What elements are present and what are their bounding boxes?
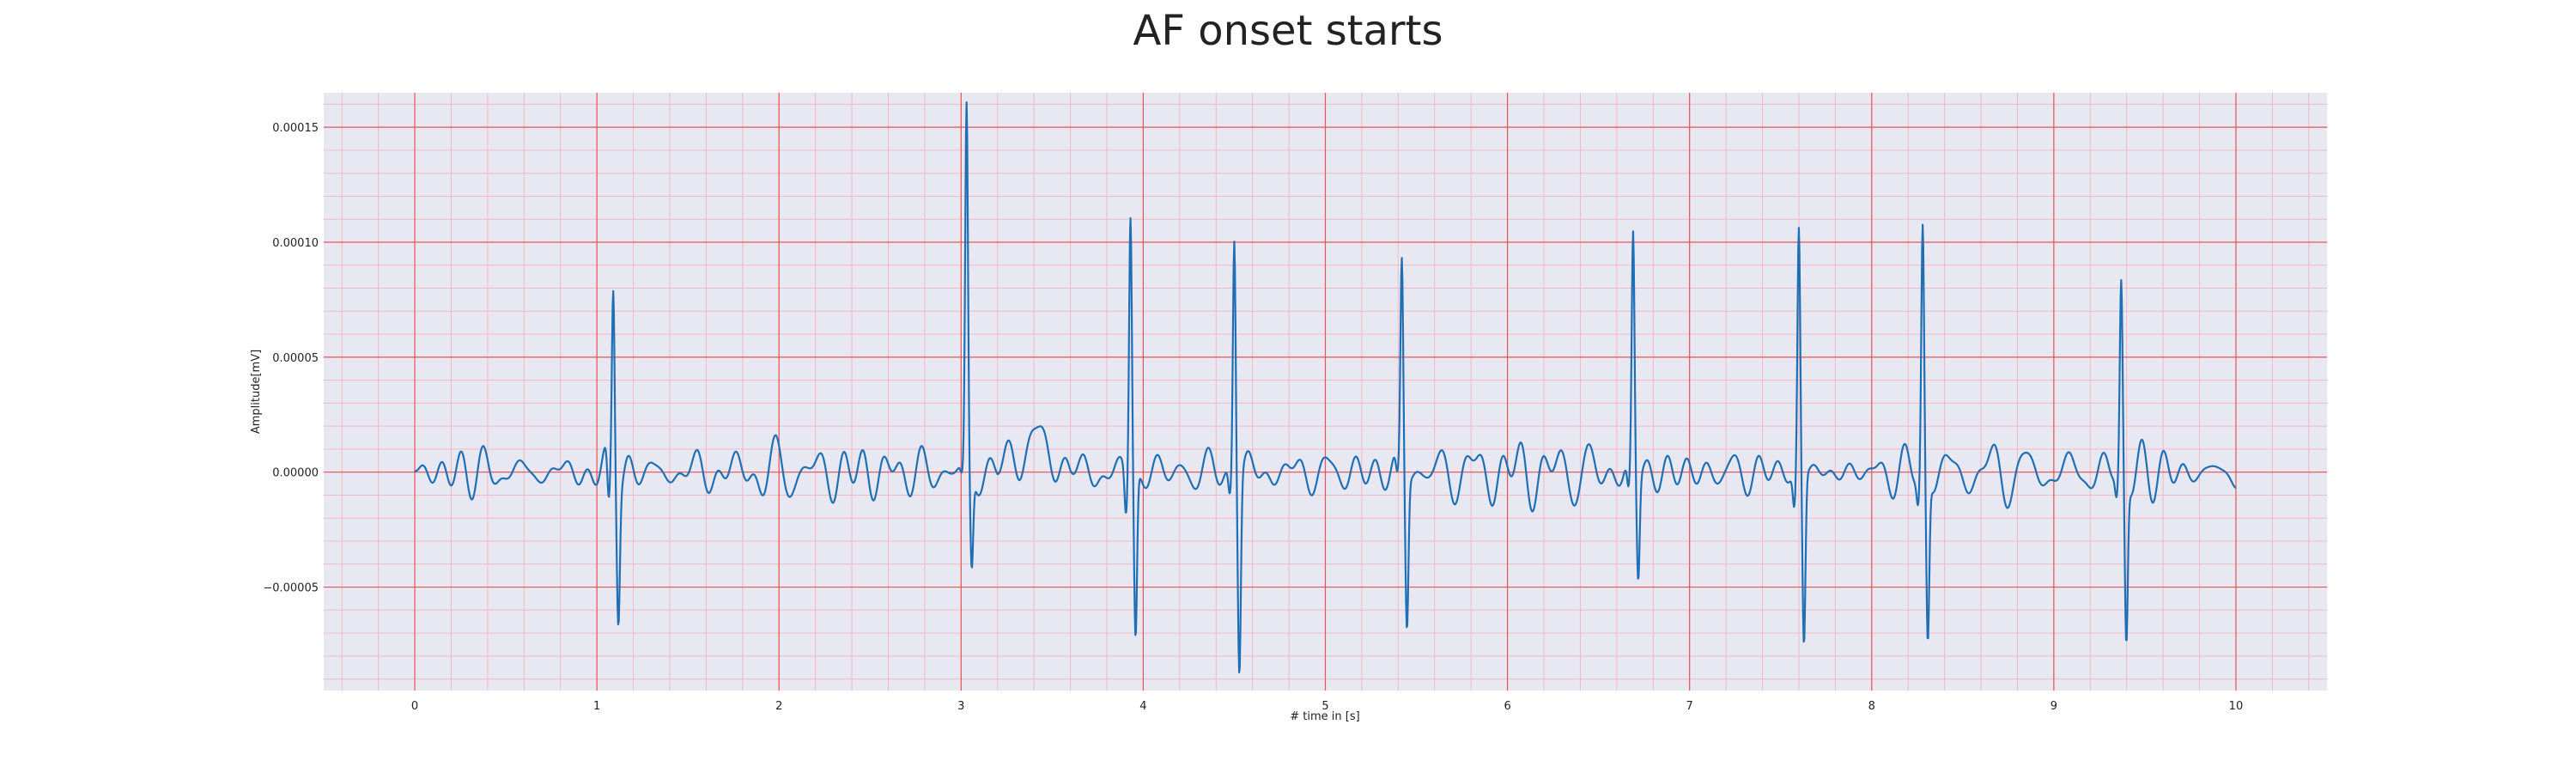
x-tick-label: 0 bbox=[411, 700, 418, 713]
x-tick-label: 5 bbox=[1321, 700, 1328, 713]
y-tick-label: 0.00000 bbox=[272, 467, 319, 480]
chart-title: AF onset starts bbox=[1133, 7, 1443, 55]
x-tick-label: 7 bbox=[1686, 700, 1693, 713]
x-axis-ticks: 0 1 2 3 4 5 6 7 8 9 10 bbox=[411, 700, 2243, 713]
x-tick-label: 9 bbox=[2050, 700, 2057, 713]
x-tick-label: 6 bbox=[1504, 700, 1510, 713]
y-tick-label: 0.00015 bbox=[272, 122, 319, 135]
y-axis-ticks: −0.00005 0.00000 0.00005 0.00010 0.00015 bbox=[263, 122, 319, 594]
x-tick-label: 3 bbox=[957, 700, 964, 713]
x-tick-label: 8 bbox=[1868, 700, 1875, 713]
x-tick-label: 1 bbox=[593, 700, 600, 713]
ecg-signal-line bbox=[414, 100, 2237, 674]
major-grid bbox=[324, 93, 2327, 691]
y-axis-label: Amplitude[mV] bbox=[250, 350, 263, 434]
x-axis-label: # time in [s] bbox=[1290, 710, 1359, 723]
y-tick-label: −0.00005 bbox=[263, 582, 319, 595]
x-tick-label: 4 bbox=[1139, 700, 1146, 713]
x-tick-label: 2 bbox=[775, 700, 782, 713]
y-tick-label: 0.00010 bbox=[272, 237, 319, 250]
x-tick-label: 10 bbox=[2229, 700, 2244, 713]
y-tick-label: 0.00005 bbox=[272, 352, 319, 365]
